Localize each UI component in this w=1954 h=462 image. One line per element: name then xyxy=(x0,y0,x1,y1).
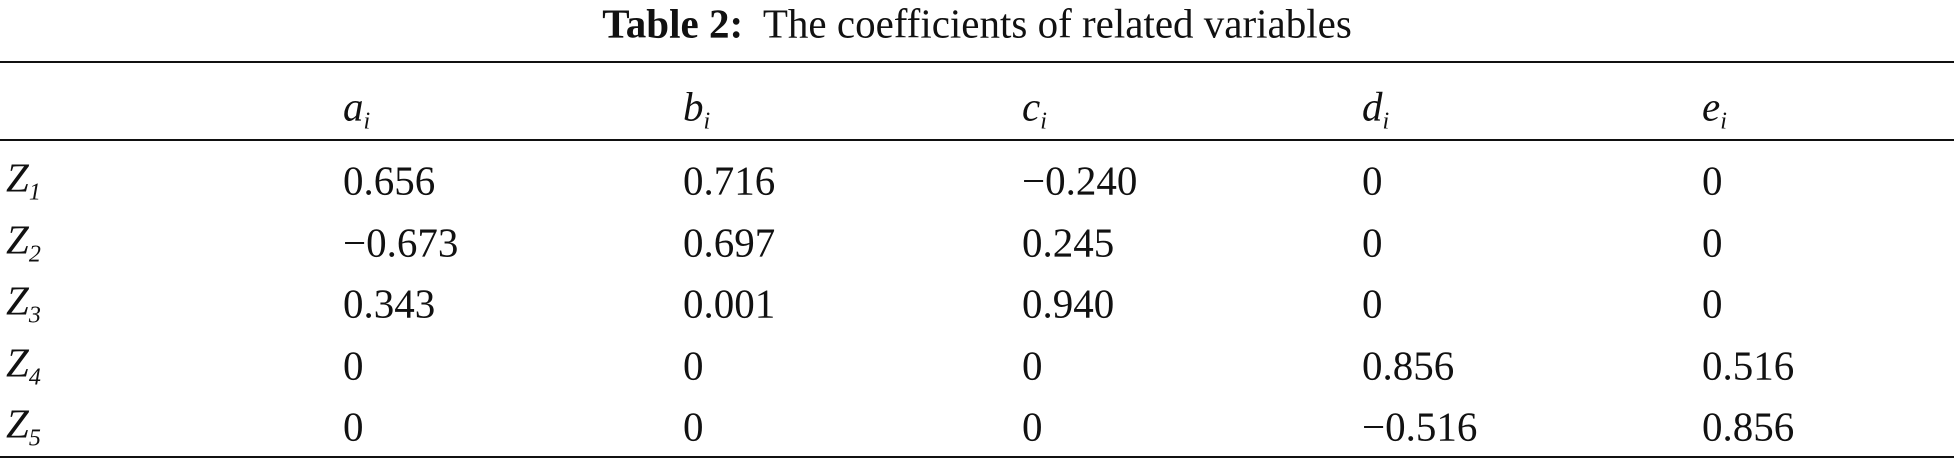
bottom-rule xyxy=(0,456,1954,458)
column-header-sub: i xyxy=(1720,108,1727,135)
row-label-base: Z xyxy=(6,339,29,385)
row-label-base: Z xyxy=(6,400,29,447)
row-label-sub: 3 xyxy=(28,302,41,329)
row-label: Z4 xyxy=(6,339,41,390)
column-header-base: e xyxy=(1702,83,1721,130)
table-cell: −0.516 xyxy=(1362,403,1478,450)
table-cell: 0 xyxy=(683,342,704,388)
row-label-sub: 5 xyxy=(28,425,41,452)
column-header-sub: i xyxy=(703,108,711,135)
table-cell: 0 xyxy=(1702,219,1723,265)
header-rule xyxy=(0,139,1954,141)
row-label-sub: 4 xyxy=(28,364,41,390)
row-label: Z3 xyxy=(6,277,41,329)
row-label-base: Z xyxy=(6,216,29,262)
table-cell: 0 xyxy=(1702,157,1723,204)
table-cell: −0.673 xyxy=(343,219,459,265)
table-cell: 0 xyxy=(1022,342,1043,388)
row-label-sub: 2 xyxy=(28,241,41,267)
row-label-sub: 1 xyxy=(28,179,41,206)
column-header-base: b xyxy=(683,83,704,130)
table-cell: −0.240 xyxy=(1022,157,1138,204)
row-label: Z2 xyxy=(6,216,41,267)
table-caption: Table 2: The coefficients of related var… xyxy=(0,0,1954,47)
table-cell: 0 xyxy=(343,342,364,388)
table-cell: 0.940 xyxy=(1022,280,1115,327)
table-cell: 0.697 xyxy=(683,219,776,265)
row-label-base: Z xyxy=(6,277,29,324)
row-label: Z5 xyxy=(6,400,41,452)
column-header: ei xyxy=(1702,83,1727,135)
column-header-base: a xyxy=(343,83,364,130)
table-cell: 0.001 xyxy=(683,280,776,327)
table-cell: 0 xyxy=(1702,280,1723,327)
caption-text: The coefficients of related variables xyxy=(762,0,1352,47)
caption-label: Table 2: xyxy=(602,0,744,47)
column-header-base: c xyxy=(1022,83,1041,130)
column-header-sub: i xyxy=(363,108,371,135)
column-header: ai xyxy=(343,83,371,135)
column-header-base: d xyxy=(1362,83,1383,130)
column-header: bi xyxy=(683,83,711,135)
column-header-sub: i xyxy=(1040,108,1047,135)
table-cell: 0.656 xyxy=(343,157,436,204)
table-cell: 0 xyxy=(1022,403,1043,450)
row-label: Z1 xyxy=(6,154,41,206)
column-header-sub: i xyxy=(1382,108,1390,135)
table-cell: 0 xyxy=(1362,219,1383,265)
table-cell: 0.516 xyxy=(1702,342,1795,388)
table-cell: 0.245 xyxy=(1022,219,1115,265)
table-cell: 0 xyxy=(1362,157,1383,204)
table-cell: 0.856 xyxy=(1362,342,1455,388)
table-cell: 0 xyxy=(683,403,704,450)
column-header: ci xyxy=(1022,83,1047,135)
table-cell: 0.343 xyxy=(343,280,436,327)
table-cell: 0.856 xyxy=(1702,403,1795,450)
column-header: di xyxy=(1362,83,1390,135)
top-rule xyxy=(0,61,1954,63)
row-label-base: Z xyxy=(6,154,29,201)
table-cell: 0 xyxy=(1362,280,1383,327)
table-cell: 0.716 xyxy=(683,157,776,204)
table-cell: 0 xyxy=(343,403,364,450)
